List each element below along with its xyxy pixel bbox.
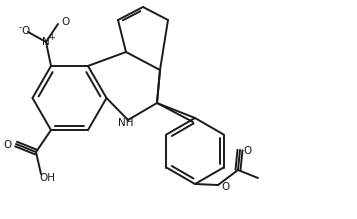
Text: N: N [42, 37, 50, 47]
Text: OH: OH [39, 173, 55, 183]
Text: O: O [62, 17, 70, 27]
Text: +: + [49, 34, 55, 42]
Text: O: O [244, 146, 252, 156]
Text: -: - [19, 23, 21, 32]
Text: NH: NH [118, 118, 134, 128]
Text: O: O [22, 26, 30, 36]
Text: O: O [4, 140, 12, 150]
Text: O: O [221, 182, 229, 192]
